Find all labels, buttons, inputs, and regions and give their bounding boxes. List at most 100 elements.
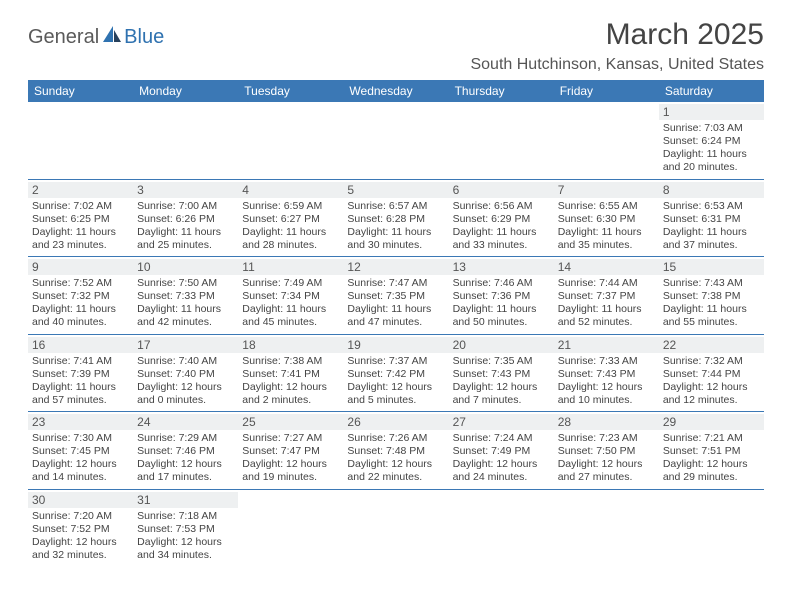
day-info: Sunrise: 7:44 AMSunset: 7:37 PMDaylight:… <box>558 277 655 330</box>
day-info: Sunrise: 6:53 AMSunset: 6:31 PMDaylight:… <box>663 200 760 253</box>
calendar-cell: 11 Sunrise: 7:49 AMSunset: 7:34 PMDayligh… <box>238 257 343 335</box>
calendar-cell: 6 Sunrise: 6:56 AMSunset: 6:29 PMDaylight… <box>449 179 554 257</box>
day-number: 6 <box>449 182 554 198</box>
day-number: 22 <box>659 337 764 353</box>
calendar-cell: 28 Sunrise: 7:23 AMSunset: 7:50 PMDayligh… <box>554 412 659 490</box>
day-info: Sunrise: 7:27 AMSunset: 7:47 PMDaylight:… <box>242 432 339 485</box>
dayname-header: Saturday <box>659 80 764 102</box>
day-number: 27 <box>449 414 554 430</box>
day-number: 19 <box>343 337 448 353</box>
day-info: Sunrise: 7:46 AMSunset: 7:36 PMDaylight:… <box>453 277 550 330</box>
dayname-header: Sunday <box>28 80 133 102</box>
day-number: 13 <box>449 259 554 275</box>
calendar-cell: 10Sunrise: 7:50 AMSunset: 7:33 PMDayligh… <box>133 257 238 335</box>
calendar-cell <box>449 489 554 566</box>
day-number: 12 <box>343 259 448 275</box>
dayname-header: Monday <box>133 80 238 102</box>
day-info: Sunrise: 7:02 AMSunset: 6:25 PMDaylight:… <box>32 200 129 253</box>
day-number: 10 <box>133 259 238 275</box>
day-info: Sunrise: 6:59 AMSunset: 6:27 PMDaylight:… <box>242 200 339 253</box>
calendar-cell: 17Sunrise: 7:40 AMSunset: 7:40 PMDayligh… <box>133 334 238 412</box>
calendar-cell <box>659 489 764 566</box>
dayname-header: Thursday <box>449 80 554 102</box>
day-number: 11 <box>238 259 343 275</box>
day-number: 4 <box>238 182 343 198</box>
calendar-table: SundayMondayTuesdayWednesdayThursdayFrid… <box>28 80 764 566</box>
calendar-cell: 1Sunrise: 7:03 AMSunset: 6:24 PMDaylight… <box>659 102 764 179</box>
day-info: Sunrise: 7:40 AMSunset: 7:40 PMDaylight:… <box>137 355 234 408</box>
calendar-cell: 9 Sunrise: 7:52 AMSunset: 7:32 PMDaylight… <box>28 257 133 335</box>
calendar-cell: 14 Sunrise: 7:44 AMSunset: 7:37 PMDayligh… <box>554 257 659 335</box>
calendar-cell: 22 Sunrise: 7:32 AMSunset: 7:44 PMDayligh… <box>659 334 764 412</box>
calendar-cell: 31Sunrise: 7:18 AMSunset: 7:53 PMDayligh… <box>133 489 238 566</box>
day-info: Sunrise: 7:30 AMSunset: 7:45 PMDaylight:… <box>32 432 129 485</box>
calendar-cell: 27Sunrise: 7:24 AMSunset: 7:49 PMDayligh… <box>449 412 554 490</box>
day-number: 25 <box>238 414 343 430</box>
day-number: 15 <box>659 259 764 275</box>
day-number: 9 <box>28 259 133 275</box>
day-number: 3 <box>133 182 238 198</box>
day-info: Sunrise: 7:26 AMSunset: 7:48 PMDaylight:… <box>347 432 444 485</box>
calendar-cell: 16 Sunrise: 7:41 AMSunset: 7:39 PMDayligh… <box>28 334 133 412</box>
day-number: 18 <box>238 337 343 353</box>
day-number: 30 <box>28 492 133 508</box>
logo-text-2: Blue <box>124 26 164 49</box>
calendar-cell: 19 Sunrise: 7:37 AMSunset: 7:42 PMDayligh… <box>343 334 448 412</box>
day-number: 24 <box>133 414 238 430</box>
day-number: 14 <box>554 259 659 275</box>
day-number: 29 <box>659 414 764 430</box>
calendar-cell <box>238 489 343 566</box>
calendar-cell <box>133 102 238 179</box>
dayname-header: Wednesday <box>343 80 448 102</box>
calendar-cell <box>449 102 554 179</box>
day-info: Sunrise: 6:55 AMSunset: 6:30 PMDaylight:… <box>558 200 655 253</box>
title-block: March 2025 South Hutchinson, Kansas, Uni… <box>470 18 764 74</box>
day-number: 20 <box>449 337 554 353</box>
calendar-cell: 20 Sunrise: 7:35 AMSunset: 7:43 PMDayligh… <box>449 334 554 412</box>
day-number: 28 <box>554 414 659 430</box>
calendar-cell: 15 Sunrise: 7:43 AMSunset: 7:38 PMDayligh… <box>659 257 764 335</box>
calendar-cell: 24Sunrise: 7:29 AMSunset: 7:46 PMDayligh… <box>133 412 238 490</box>
calendar-cell <box>554 102 659 179</box>
day-number: 7 <box>554 182 659 198</box>
day-info: Sunrise: 7:32 AMSunset: 7:44 PMDaylight:… <box>663 355 760 408</box>
calendar-cell: 23Sunrise: 7:30 AMSunset: 7:45 PMDayligh… <box>28 412 133 490</box>
calendar-cell: 30 Sunrise: 7:20 AMSunset: 7:52 PMDayligh… <box>28 489 133 566</box>
calendar-cell: 29 Sunrise: 7:21 AMSunset: 7:51 PMDayligh… <box>659 412 764 490</box>
day-info: Sunrise: 7:52 AMSunset: 7:32 PMDaylight:… <box>32 277 129 330</box>
day-info: Sunrise: 7:43 AMSunset: 7:38 PMDaylight:… <box>663 277 760 330</box>
calendar-cell: 4 Sunrise: 6:59 AMSunset: 6:27 PMDaylight… <box>238 179 343 257</box>
day-info: Sunrise: 6:56 AMSunset: 6:29 PMDaylight:… <box>453 200 550 253</box>
location-subtitle: South Hutchinson, Kansas, United States <box>470 56 764 74</box>
logo-text-1: General <box>28 26 99 49</box>
calendar-cell <box>343 489 448 566</box>
day-info: Sunrise: 7:23 AMSunset: 7:50 PMDaylight:… <box>558 432 655 485</box>
logo: General Blue <box>28 18 164 50</box>
day-info: Sunrise: 7:38 AMSunset: 7:41 PMDaylight:… <box>242 355 339 408</box>
day-info: Sunrise: 7:47 AMSunset: 7:35 PMDaylight:… <box>347 277 444 330</box>
day-info: Sunrise: 7:49 AMSunset: 7:34 PMDaylight:… <box>242 277 339 330</box>
day-info: Sunrise: 7:20 AMSunset: 7:52 PMDaylight:… <box>32 510 129 563</box>
calendar-cell: 8 Sunrise: 6:53 AMSunset: 6:31 PMDaylight… <box>659 179 764 257</box>
logo-sail-icon <box>101 24 123 50</box>
calendar-cell <box>343 102 448 179</box>
day-info: Sunrise: 7:21 AMSunset: 7:51 PMDaylight:… <box>663 432 760 485</box>
calendar-cell: 21Sunrise: 7:33 AMSunset: 7:43 PMDayligh… <box>554 334 659 412</box>
day-info: Sunrise: 6:57 AMSunset: 6:28 PMDaylight:… <box>347 200 444 253</box>
dayname-header: Tuesday <box>238 80 343 102</box>
calendar-cell <box>554 489 659 566</box>
day-number: 5 <box>343 182 448 198</box>
day-info: Sunrise: 7:37 AMSunset: 7:42 PMDaylight:… <box>347 355 444 408</box>
day-number: 16 <box>28 337 133 353</box>
header: General Blue March 2025 South Hutchinson… <box>28 18 764 74</box>
day-number: 8 <box>659 182 764 198</box>
day-number: 26 <box>343 414 448 430</box>
calendar-cell: 2Sunrise: 7:02 AMSunset: 6:25 PMDaylight… <box>28 179 133 257</box>
day-info: Sunrise: 7:00 AMSunset: 6:26 PMDaylight:… <box>137 200 234 253</box>
day-info: Sunrise: 7:33 AMSunset: 7:43 PMDaylight:… <box>558 355 655 408</box>
day-info: Sunrise: 7:41 AMSunset: 7:39 PMDaylight:… <box>32 355 129 408</box>
dayname-header: Friday <box>554 80 659 102</box>
calendar-cell: 18 Sunrise: 7:38 AMSunset: 7:41 PMDayligh… <box>238 334 343 412</box>
day-info: Sunrise: 7:18 AMSunset: 7:53 PMDaylight:… <box>137 510 234 563</box>
day-info: Sunrise: 7:35 AMSunset: 7:43 PMDaylight:… <box>453 355 550 408</box>
